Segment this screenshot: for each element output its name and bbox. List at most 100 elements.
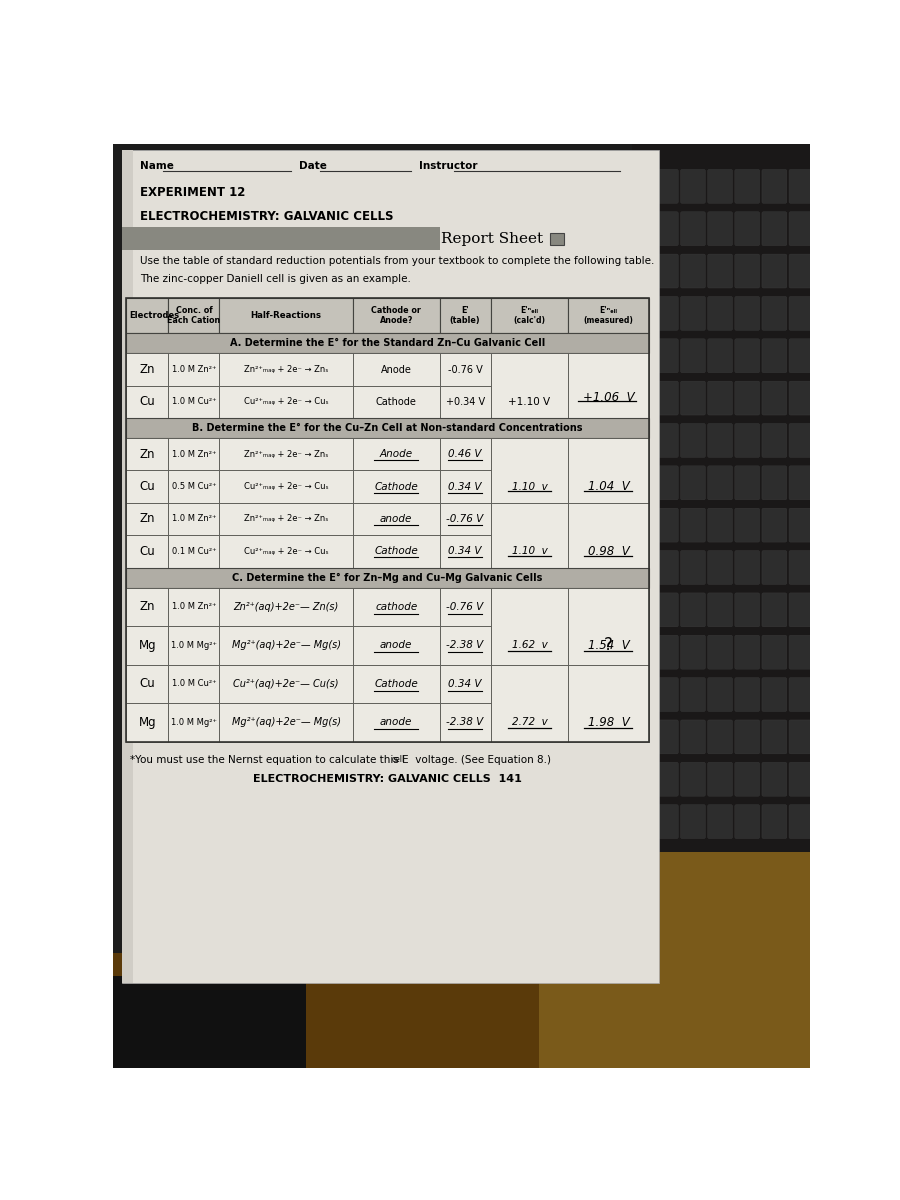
FancyBboxPatch shape	[439, 703, 491, 742]
Text: cell: cell	[392, 755, 405, 764]
Text: anode: anode	[380, 718, 412, 727]
FancyBboxPatch shape	[789, 509, 814, 542]
Text: B. Determine the E° for the Cu–Zn Cell at Non-standard Concentrations: B. Determine the E° for the Cu–Zn Cell a…	[193, 424, 583, 433]
FancyBboxPatch shape	[734, 338, 760, 373]
FancyBboxPatch shape	[491, 665, 568, 742]
Text: Cu²⁺(aq)+2e⁻— Cu(s): Cu²⁺(aq)+2e⁻— Cu(s)	[233, 679, 338, 689]
Text: Electrodes: Electrodes	[129, 311, 179, 320]
Text: +1.10 V: +1.10 V	[508, 397, 551, 407]
FancyBboxPatch shape	[734, 509, 760, 542]
FancyBboxPatch shape	[707, 466, 733, 499]
FancyBboxPatch shape	[491, 588, 568, 665]
Text: 0.98  V: 0.98 V	[588, 545, 629, 558]
FancyBboxPatch shape	[707, 720, 733, 754]
Text: +1.06  V: +1.06 V	[582, 391, 634, 404]
FancyBboxPatch shape	[762, 762, 787, 796]
FancyBboxPatch shape	[707, 296, 733, 330]
FancyBboxPatch shape	[680, 296, 706, 330]
Text: E'
(table): E' (table)	[450, 306, 481, 325]
FancyBboxPatch shape	[126, 626, 168, 665]
FancyBboxPatch shape	[762, 169, 787, 203]
FancyBboxPatch shape	[680, 509, 706, 542]
FancyBboxPatch shape	[734, 720, 760, 754]
Text: Mg: Mg	[139, 638, 157, 652]
FancyBboxPatch shape	[789, 762, 814, 796]
FancyBboxPatch shape	[439, 665, 491, 703]
FancyBboxPatch shape	[762, 720, 787, 754]
Text: Cu: Cu	[140, 396, 155, 408]
FancyBboxPatch shape	[439, 354, 491, 385]
Text: voltage. (See Equation 8.): voltage. (See Equation 8.)	[412, 755, 552, 766]
FancyBboxPatch shape	[734, 635, 760, 670]
Text: Zn²⁺ₘₐᵩ + 2e⁻ → Znₛ: Zn²⁺ₘₐᵩ + 2e⁻ → Znₛ	[244, 450, 328, 458]
FancyBboxPatch shape	[220, 298, 353, 334]
FancyBboxPatch shape	[439, 385, 491, 418]
Text: 1.0 M Cu²⁺: 1.0 M Cu²⁺	[172, 397, 216, 407]
Text: Zn²⁺ₘₐᵩ + 2e⁻ → Znₛ: Zn²⁺ₘₐᵩ + 2e⁻ → Znₛ	[244, 515, 328, 523]
Text: 1.0 M Zn²⁺: 1.0 M Zn²⁺	[172, 602, 216, 611]
FancyBboxPatch shape	[122, 150, 133, 983]
FancyBboxPatch shape	[168, 385, 220, 418]
FancyBboxPatch shape	[126, 503, 168, 535]
FancyBboxPatch shape	[707, 593, 733, 626]
FancyBboxPatch shape	[680, 169, 706, 203]
FancyBboxPatch shape	[112, 144, 810, 1068]
FancyBboxPatch shape	[220, 703, 353, 742]
FancyBboxPatch shape	[551, 233, 564, 245]
FancyBboxPatch shape	[707, 169, 733, 203]
Text: Cu: Cu	[140, 480, 155, 493]
FancyBboxPatch shape	[707, 424, 733, 457]
Text: 1.62  v: 1.62 v	[511, 641, 547, 650]
FancyBboxPatch shape	[220, 535, 353, 568]
FancyBboxPatch shape	[653, 635, 679, 670]
FancyBboxPatch shape	[168, 354, 220, 385]
FancyBboxPatch shape	[126, 334, 649, 354]
Text: 1.0 M Mg²⁺: 1.0 M Mg²⁺	[171, 718, 217, 727]
Text: ELECTROCHEMISTRY: GALVANIC CELLS: ELECTROCHEMISTRY: GALVANIC CELLS	[140, 210, 393, 222]
Text: 1.10  v: 1.10 v	[511, 481, 547, 492]
FancyBboxPatch shape	[568, 665, 649, 742]
FancyBboxPatch shape	[126, 588, 168, 626]
FancyBboxPatch shape	[126, 703, 168, 742]
FancyBboxPatch shape	[353, 298, 439, 334]
FancyBboxPatch shape	[734, 211, 760, 246]
FancyBboxPatch shape	[762, 211, 787, 246]
Text: Anode: Anode	[381, 365, 411, 374]
FancyBboxPatch shape	[734, 254, 760, 288]
FancyBboxPatch shape	[126, 470, 168, 503]
Text: Cathode: Cathode	[374, 481, 418, 492]
FancyBboxPatch shape	[168, 535, 220, 568]
FancyBboxPatch shape	[122, 150, 659, 983]
FancyBboxPatch shape	[680, 466, 706, 499]
FancyBboxPatch shape	[707, 762, 733, 796]
FancyBboxPatch shape	[353, 503, 439, 535]
Text: Cu: Cu	[140, 677, 155, 690]
FancyBboxPatch shape	[789, 466, 814, 499]
FancyBboxPatch shape	[680, 338, 706, 373]
Text: Conc. of
Each Cation: Conc. of Each Cation	[167, 306, 220, 325]
FancyBboxPatch shape	[762, 635, 787, 670]
Text: anode: anode	[380, 641, 412, 650]
FancyBboxPatch shape	[491, 298, 568, 334]
FancyBboxPatch shape	[220, 385, 353, 418]
Text: Cathode: Cathode	[374, 546, 418, 557]
FancyBboxPatch shape	[220, 626, 353, 665]
Text: Report Sheet: Report Sheet	[441, 232, 544, 246]
FancyBboxPatch shape	[439, 503, 491, 535]
Text: Zn: Zn	[140, 600, 155, 613]
FancyBboxPatch shape	[653, 296, 679, 330]
FancyBboxPatch shape	[707, 211, 733, 246]
FancyBboxPatch shape	[762, 296, 787, 330]
Text: -0.76 V: -0.76 V	[446, 514, 484, 524]
Text: ELECTROCHEMISTRY: GALVANIC CELLS  141: ELECTROCHEMISTRY: GALVANIC CELLS 141	[253, 774, 522, 784]
FancyBboxPatch shape	[353, 588, 439, 626]
FancyBboxPatch shape	[439, 470, 491, 503]
Text: 0.34 V: 0.34 V	[448, 679, 482, 689]
FancyBboxPatch shape	[653, 382, 679, 415]
FancyBboxPatch shape	[353, 535, 439, 568]
FancyBboxPatch shape	[734, 169, 760, 203]
Text: -2.38 V: -2.38 V	[446, 641, 484, 650]
Text: 1.0 M Cu²⁺: 1.0 M Cu²⁺	[172, 679, 216, 689]
FancyBboxPatch shape	[734, 466, 760, 499]
FancyBboxPatch shape	[707, 509, 733, 542]
